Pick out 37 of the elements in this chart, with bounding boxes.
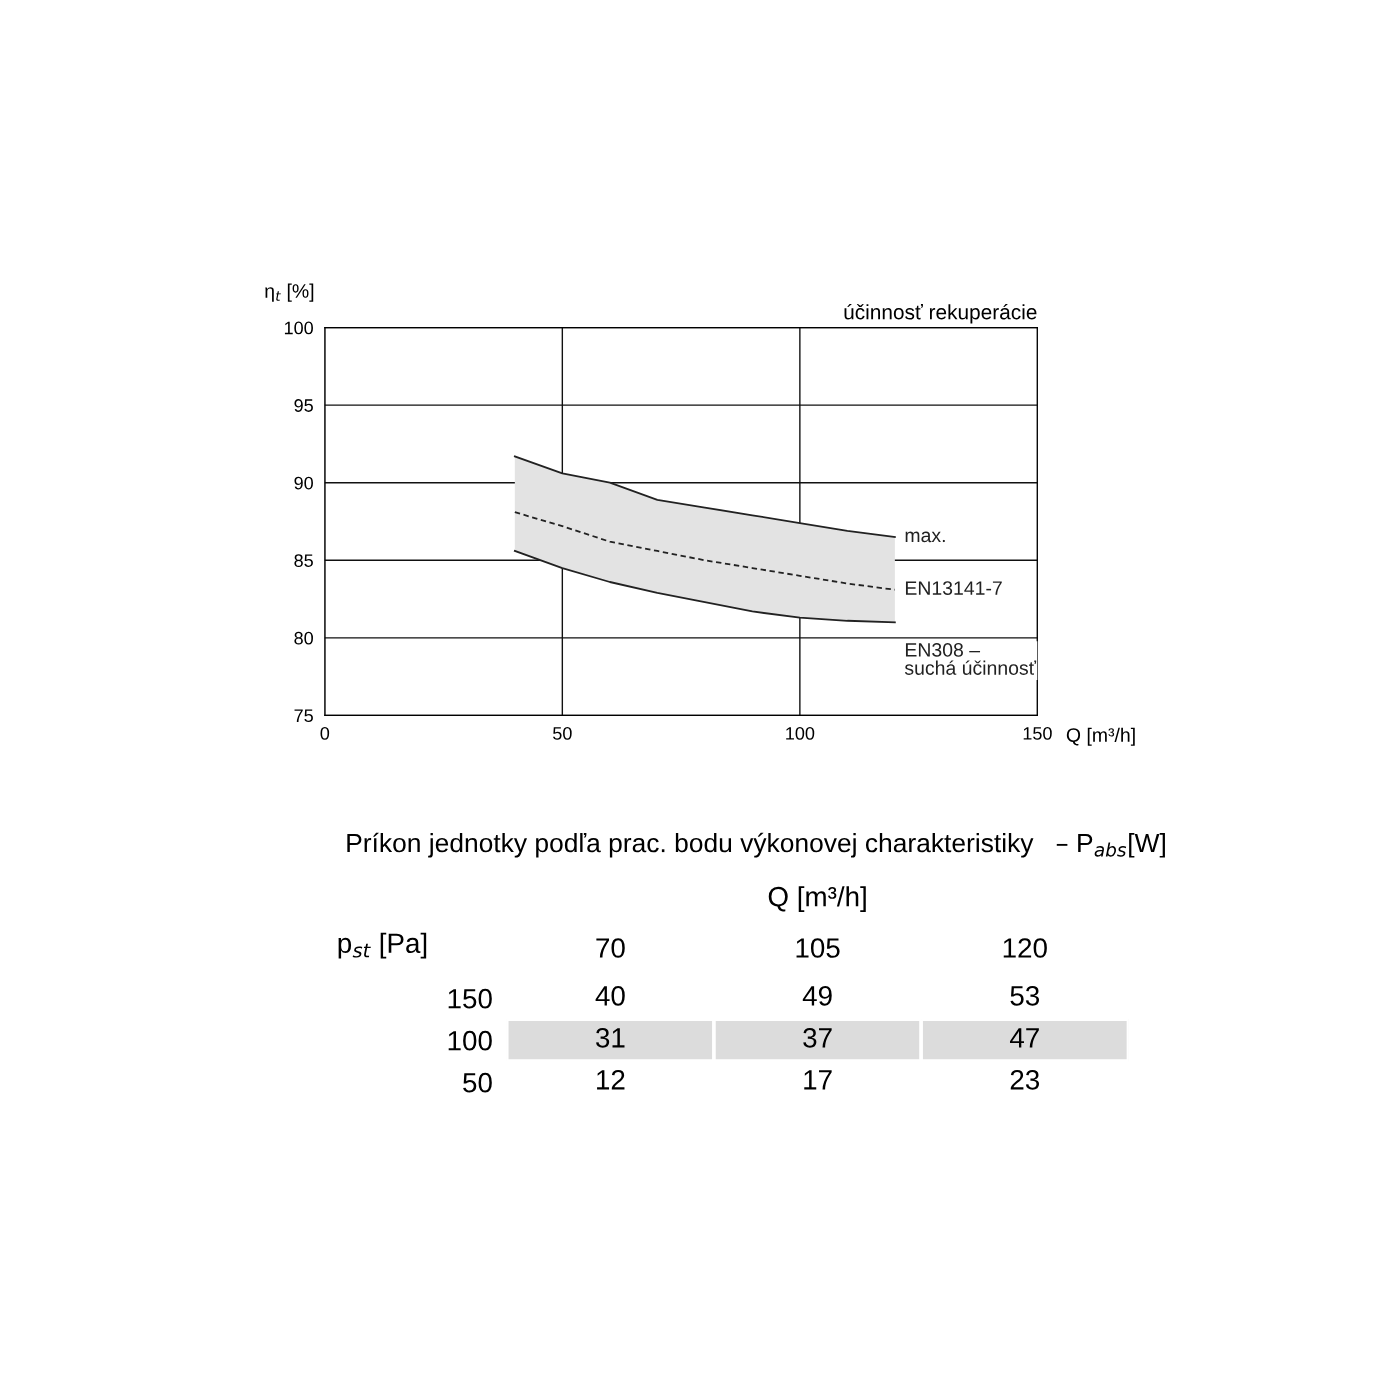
y-axis-title: p$_{st}$ [Pa] bbox=[338, 932, 427, 959]
x-tick-label: 105 bbox=[796, 938, 840, 958]
line-series bbox=[513, 455, 896, 538]
y-tick-label: 80 bbox=[294, 631, 313, 645]
x-tick-label: 0 bbox=[320, 726, 330, 740]
y-tick-label: 95 bbox=[294, 399, 313, 412]
x-axis-title: Q [m³/h] bbox=[1066, 727, 1135, 746]
data-label: 53 bbox=[1010, 985, 1040, 1006]
data-label: 17 bbox=[804, 1070, 832, 1090]
y-tick-label: 75 bbox=[294, 709, 313, 723]
x-tick-label: 100 bbox=[786, 726, 815, 740]
y-tick-label: 100 bbox=[448, 1030, 492, 1051]
series-label: max. bbox=[905, 531, 945, 543]
chart-title: Príkon jednotky podľa prac. bodu výkonovej charakteristiky – P$_{abs}$[W] bbox=[347, 832, 1165, 858]
y-tick-label: 90 bbox=[294, 476, 313, 490]
x-axis-title: Q [m³/h] bbox=[768, 886, 866, 913]
line-series bbox=[513, 550, 896, 624]
chart-title: účinnosť rekuperácie bbox=[844, 303, 1037, 324]
y-tick-label: 100 bbox=[284, 321, 313, 335]
data-label: 47 bbox=[1009, 1028, 1039, 1048]
series-label: EN308 – suchá účinnosť bbox=[904, 643, 1037, 675]
x-tick-label: 120 bbox=[1003, 938, 1047, 958]
data-label: 49 bbox=[802, 985, 832, 1006]
x-tick-label: 150 bbox=[1023, 726, 1052, 740]
y-tick-label: 85 bbox=[294, 554, 313, 567]
data-label: 12 bbox=[597, 1069, 625, 1090]
y-tick-label: 150 bbox=[448, 988, 492, 1009]
data-label: 31 bbox=[596, 1027, 625, 1048]
x-tick-label: 70 bbox=[596, 938, 625, 958]
data-label: 37 bbox=[803, 1027, 832, 1048]
y-axis-title: η$_{t}$ [%] bbox=[265, 283, 314, 302]
x-tick-label: 50 bbox=[553, 726, 572, 740]
series-label: EN13141-7 bbox=[905, 581, 1002, 595]
data-label: 40 bbox=[595, 985, 625, 1006]
data-label: 23 bbox=[1010, 1069, 1040, 1090]
y-tick-label: 50 bbox=[463, 1072, 492, 1093]
line-series bbox=[513, 511, 896, 591]
